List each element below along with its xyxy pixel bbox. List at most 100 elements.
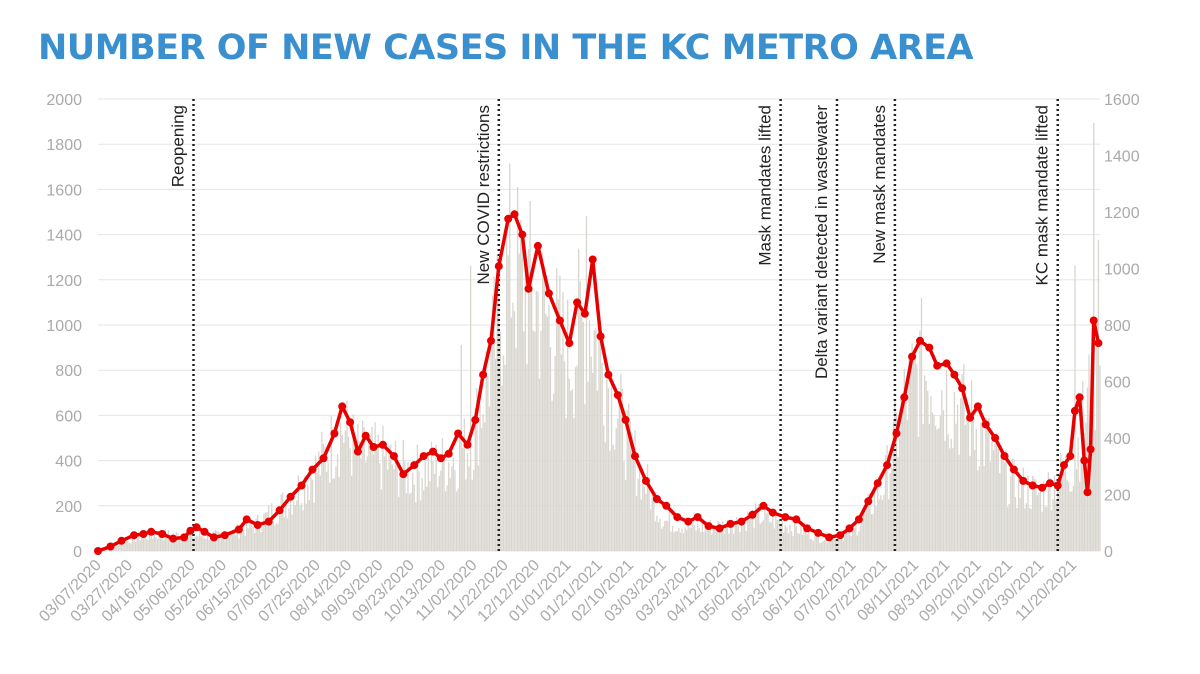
bar [712, 526, 714, 551]
bar [1011, 458, 1013, 551]
bar [217, 531, 220, 551]
bar [953, 391, 956, 551]
bar [1038, 492, 1040, 551]
line-point [726, 519, 735, 528]
bar [967, 404, 970, 551]
bar [274, 525, 276, 551]
bar [806, 534, 808, 551]
bar [1032, 476, 1034, 551]
bar [495, 358, 497, 551]
bar [355, 451, 357, 551]
bar [424, 460, 426, 551]
bar [435, 444, 437, 551]
bar [739, 531, 741, 551]
bar [820, 543, 822, 551]
bar [221, 534, 223, 551]
bar [795, 525, 797, 551]
bar [949, 448, 951, 551]
bar [374, 422, 376, 551]
bar [1000, 445, 1003, 551]
bar [754, 503, 757, 551]
bar [1016, 508, 1018, 551]
bar [651, 489, 653, 551]
bar [1049, 477, 1051, 551]
bar [410, 492, 412, 551]
bar [1047, 472, 1049, 551]
bar [291, 514, 293, 551]
bar [595, 328, 597, 551]
bar [474, 408, 476, 551]
bar [698, 528, 700, 551]
bar [422, 490, 425, 551]
bar [257, 514, 259, 551]
line-point [565, 339, 574, 348]
bar [188, 533, 190, 551]
bar [700, 532, 702, 551]
bar [130, 543, 132, 551]
bar [891, 468, 893, 551]
bar [905, 391, 907, 551]
bar [286, 518, 289, 551]
line-point [1060, 461, 1068, 470]
bar [455, 491, 458, 551]
bar [429, 481, 431, 551]
bar [751, 509, 754, 551]
left-axis: 0 200 400 600 800 1000 1200 1400 1600 1800 2000 [46, 92, 82, 561]
bar [216, 530, 218, 551]
bar [402, 439, 404, 551]
bar [206, 532, 209, 551]
bar [858, 531, 860, 551]
bar [520, 219, 522, 551]
bar [451, 466, 453, 551]
bar [660, 528, 663, 551]
bar [573, 417, 575, 551]
bar [238, 538, 240, 551]
bar [942, 410, 945, 551]
bar [507, 255, 509, 551]
bar [199, 531, 201, 551]
line-point [836, 531, 845, 540]
bar [737, 525, 740, 551]
bar [169, 535, 171, 551]
bar [260, 532, 262, 551]
line-point [958, 384, 967, 393]
bar [1003, 462, 1006, 551]
bar [437, 487, 439, 551]
bar [296, 500, 298, 551]
bar [980, 421, 982, 551]
bar [778, 520, 780, 551]
line-path [97, 212, 1101, 553]
bar [847, 531, 849, 551]
bar [988, 417, 990, 551]
bar [831, 535, 833, 551]
bar [898, 438, 901, 551]
bar [152, 538, 154, 551]
bar [736, 516, 738, 551]
bar [866, 503, 868, 551]
bar [144, 534, 146, 551]
bar [875, 505, 877, 551]
bar [230, 534, 232, 551]
bar [999, 473, 1001, 551]
bar [282, 492, 284, 551]
bar [319, 475, 321, 551]
line-point [361, 431, 370, 440]
bar [133, 533, 135, 551]
line-point [673, 513, 682, 522]
bar [125, 540, 127, 551]
bar [640, 499, 642, 551]
bar [604, 442, 606, 551]
line-point [942, 359, 951, 368]
bar [613, 449, 616, 551]
line-point [419, 452, 428, 461]
bar [554, 355, 556, 551]
bar [344, 430, 347, 551]
bar [1080, 456, 1082, 551]
bar [401, 471, 403, 551]
bar [970, 380, 973, 551]
bar [477, 465, 480, 551]
bar [275, 523, 278, 551]
bar [665, 520, 667, 551]
bar [346, 400, 348, 551]
